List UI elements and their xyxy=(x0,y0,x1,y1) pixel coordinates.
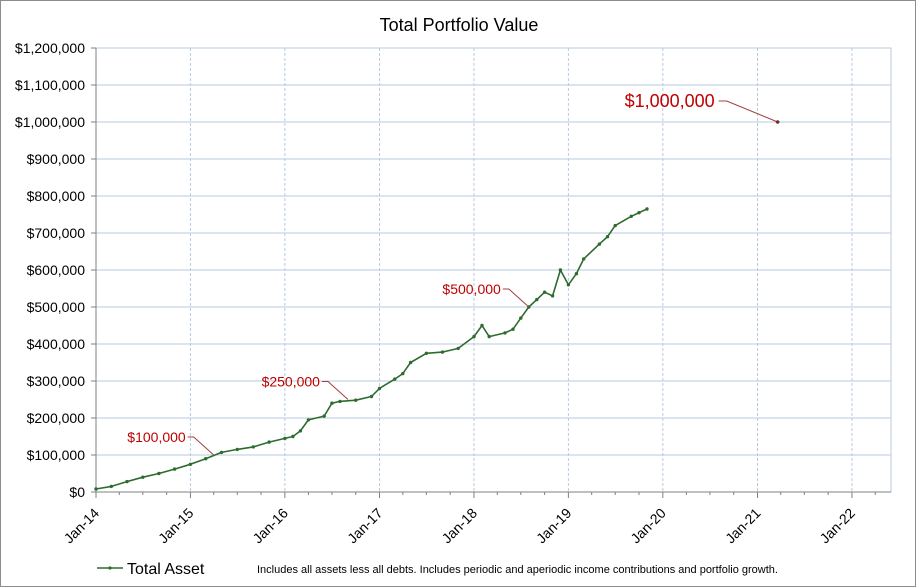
data-point xyxy=(377,386,382,391)
data-point xyxy=(535,297,539,302)
data-point xyxy=(188,462,193,466)
data-point xyxy=(251,445,255,449)
data-point xyxy=(125,479,129,484)
data-point xyxy=(519,316,523,320)
y-tick-label: $1,000,000 xyxy=(15,114,85,130)
data-point xyxy=(558,268,563,272)
legend: Total Asset xyxy=(97,561,205,578)
y-tick-label: $800,000 xyxy=(27,188,86,204)
data-point xyxy=(219,450,224,455)
x-tick-label: Jan-20 xyxy=(627,505,669,547)
data-point xyxy=(291,434,295,439)
data-point xyxy=(424,351,429,355)
annotation-leader xyxy=(187,436,215,456)
data-point xyxy=(204,457,208,461)
y-tick-label: $0 xyxy=(69,484,85,500)
data-point xyxy=(566,283,571,287)
data-point xyxy=(267,440,271,444)
data-point xyxy=(542,290,547,294)
data-point xyxy=(283,436,287,441)
data-point xyxy=(472,334,476,339)
annotation-leader xyxy=(718,100,778,123)
data-point xyxy=(306,418,311,422)
data-point xyxy=(235,447,239,452)
data-point xyxy=(109,484,114,489)
data-point xyxy=(330,401,334,405)
data-point xyxy=(393,377,397,381)
data-point xyxy=(487,334,491,339)
legend-label-total-asset: Total Asset xyxy=(127,561,205,578)
data-point xyxy=(440,350,445,354)
y-tick-label: $400,000 xyxy=(27,336,86,352)
data-point xyxy=(637,211,641,215)
series-line xyxy=(95,208,648,490)
x-tick-label: Jan-18 xyxy=(439,505,481,547)
data-point xyxy=(613,223,617,228)
data-point xyxy=(322,414,326,418)
x-tick-label: Jan-22 xyxy=(816,505,858,547)
data-point xyxy=(629,214,633,218)
y-axis-ticks: $0 $100,000 $200,000 $300,000 $400,000 $500,0… xyxy=(15,40,96,500)
y-tick-label: $200,000 xyxy=(27,410,86,426)
x-tick-label: Jan-17 xyxy=(344,505,386,547)
y-tick-label: $300,000 xyxy=(27,373,86,389)
annotations: $100,000 $250,000 $500,000 $1,000,000 xyxy=(127,91,780,456)
x-axis-ticks: Jan-14 Jan-15 Jan-16 Jan-17 Jan-18 Jan-19 Jan-… xyxy=(61,492,876,546)
data-point xyxy=(574,272,579,276)
y-tick-label: $700,000 xyxy=(27,225,86,241)
legend-swatch-marker xyxy=(108,566,112,570)
x-tick-label: Jan-15 xyxy=(155,505,197,547)
annotation-leader xyxy=(321,381,349,400)
chart-footnote: Includes all assets less all debts. Incl… xyxy=(257,564,778,576)
data-point xyxy=(597,242,602,246)
annotation-leader xyxy=(502,288,530,308)
y-tick-label: $100,000 xyxy=(27,447,86,463)
grid-lines xyxy=(96,47,891,492)
data-point xyxy=(369,394,374,399)
chart-title: Total Portfolio Value xyxy=(380,15,539,35)
data-point xyxy=(550,294,555,298)
annotation-label: $100,000 xyxy=(127,429,186,445)
annotation-target-point xyxy=(775,120,780,124)
data-point xyxy=(298,429,303,433)
data-point xyxy=(645,207,649,211)
data-point xyxy=(401,371,405,376)
data-point xyxy=(172,467,177,471)
data-point xyxy=(338,399,342,404)
x-tick-label: Jan-21 xyxy=(722,505,764,547)
annotation-label: $1,000,000 xyxy=(625,91,715,111)
series-total-asset xyxy=(94,207,649,491)
x-tick-label: Jan-14 xyxy=(61,505,103,547)
data-point xyxy=(605,235,610,239)
data-point xyxy=(511,327,515,331)
data-point xyxy=(480,323,484,328)
data-point xyxy=(94,487,98,491)
annotation-label: $250,000 xyxy=(262,374,321,390)
y-tick-label: $900,000 xyxy=(27,151,86,167)
y-tick-label: $600,000 xyxy=(27,262,86,278)
x-tick-label: Jan-16 xyxy=(249,505,291,547)
data-point xyxy=(503,331,507,335)
data-point xyxy=(354,398,358,402)
data-point xyxy=(157,471,161,476)
data-point xyxy=(582,257,586,261)
y-tick-label: $1,100,000 xyxy=(15,77,85,93)
x-tick-label: Jan-19 xyxy=(533,505,575,547)
y-tick-label: $1,200,000 xyxy=(15,40,85,56)
data-point xyxy=(141,475,145,479)
data-point xyxy=(456,346,460,351)
y-tick-label: $500,000 xyxy=(27,299,86,315)
annotation-label: $500,000 xyxy=(442,281,501,297)
data-point xyxy=(408,360,413,365)
